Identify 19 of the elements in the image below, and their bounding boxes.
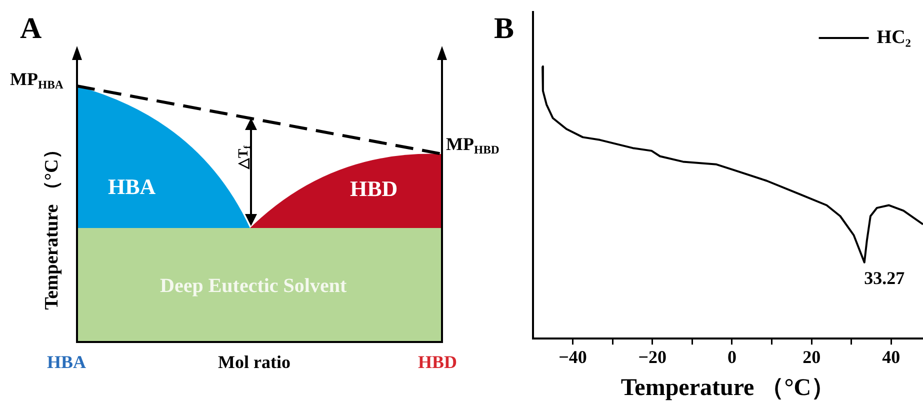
x-axis-title: Temperature （°C）	[620, 374, 836, 401]
x-tick-label: −20	[638, 347, 667, 368]
text: HBA	[47, 352, 86, 372]
chart-title: B	[494, 12, 514, 45]
text: MP$_{HBA}$	[10, 69, 64, 92]
x-tick-label: 0	[727, 347, 736, 368]
annotation: 33.27	[864, 268, 905, 288]
text: HBD	[418, 352, 458, 372]
x-tick-label: −40	[558, 347, 587, 368]
x-tick-label: 20	[802, 347, 821, 368]
text: Mol ratio	[218, 352, 290, 372]
legend-label: HC₂	[876, 26, 912, 48]
text: A	[20, 12, 42, 45]
text: HBA	[108, 174, 156, 199]
text: Temperature （°C）	[42, 140, 62, 310]
text: MP$_{HBD}$	[446, 134, 500, 156]
x-tick-label: 40	[882, 347, 900, 368]
text: HBD	[350, 176, 398, 201]
text: Deep Eutectic Solvent	[160, 275, 347, 297]
